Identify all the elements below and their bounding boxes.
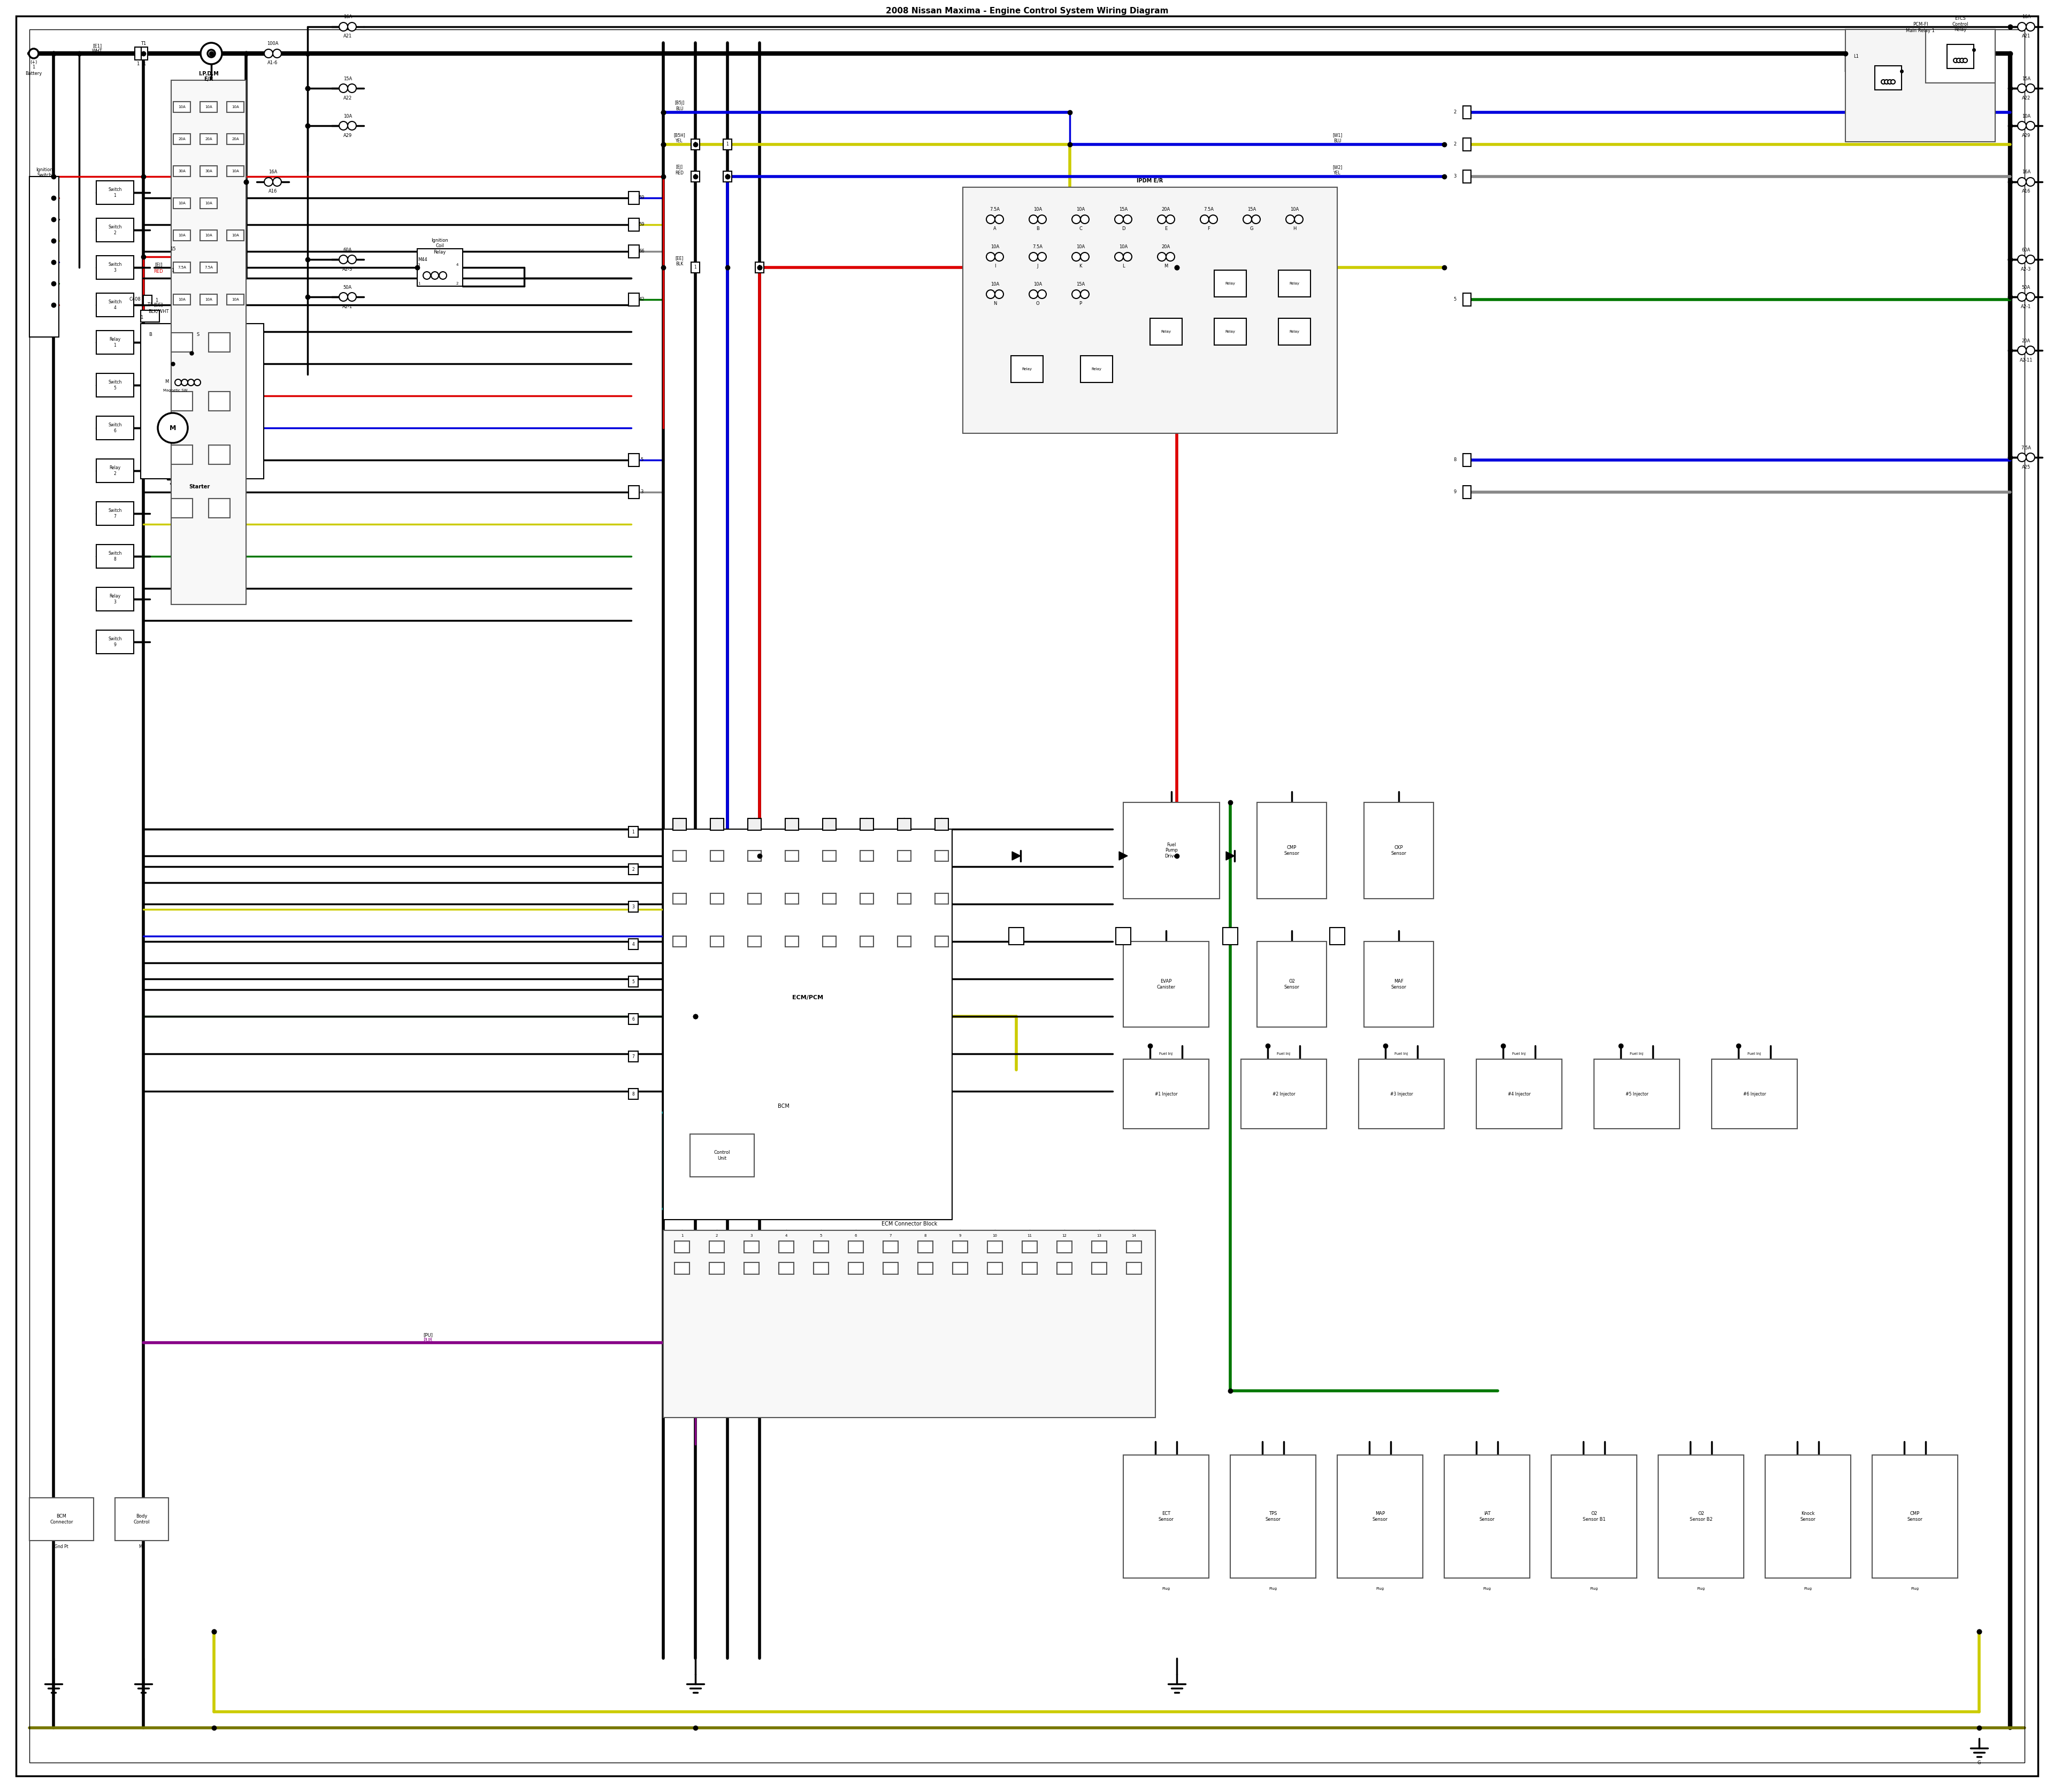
Circle shape bbox=[347, 122, 355, 131]
Circle shape bbox=[1037, 253, 1045, 262]
Bar bbox=[629, 826, 639, 837]
Bar bbox=[173, 167, 191, 177]
Bar bbox=[848, 1262, 863, 1274]
Circle shape bbox=[1029, 253, 1037, 262]
Text: G: G bbox=[1251, 226, 1253, 231]
Bar bbox=[210, 444, 230, 464]
Text: BCM: BCM bbox=[778, 1104, 789, 1109]
Bar bbox=[883, 1242, 898, 1253]
Bar bbox=[173, 197, 191, 208]
Bar bbox=[1844, 29, 1994, 142]
Text: [W1]
BLU: [W1] BLU bbox=[1333, 133, 1341, 143]
Bar bbox=[711, 935, 723, 946]
Text: 4: 4 bbox=[633, 943, 635, 946]
Bar bbox=[97, 631, 134, 654]
Text: CMP
Sensor: CMP Sensor bbox=[1908, 1511, 1923, 1521]
Bar bbox=[663, 1231, 1154, 1417]
Text: 10A: 10A bbox=[1033, 281, 1041, 287]
Bar bbox=[97, 416, 134, 439]
Bar bbox=[629, 901, 639, 912]
Circle shape bbox=[1960, 59, 1964, 63]
Text: A1-6: A1-6 bbox=[267, 61, 277, 66]
Text: 2008 Nissan Maxima - Engine Control System Wiring Diagram: 2008 Nissan Maxima - Engine Control Syst… bbox=[885, 7, 1169, 14]
Text: Relay: Relay bbox=[1224, 281, 1234, 285]
Bar bbox=[785, 894, 799, 903]
Bar bbox=[690, 140, 700, 151]
Bar bbox=[144, 296, 152, 305]
Text: E/R: E/R bbox=[203, 77, 214, 82]
Circle shape bbox=[181, 380, 187, 385]
Bar bbox=[226, 294, 244, 305]
Bar bbox=[861, 894, 873, 903]
Bar bbox=[1023, 1262, 1037, 1274]
Text: A16: A16 bbox=[269, 190, 277, 194]
Circle shape bbox=[1957, 59, 1962, 63]
Text: A2-3: A2-3 bbox=[2021, 267, 2031, 271]
Bar bbox=[1011, 357, 1043, 382]
Text: Plug: Plug bbox=[1803, 1588, 1812, 1590]
Text: G: G bbox=[1978, 1760, 1980, 1765]
Bar bbox=[1364, 941, 1434, 1027]
Circle shape bbox=[1158, 253, 1167, 262]
Text: Relay: Relay bbox=[1224, 330, 1234, 333]
Text: 16A: 16A bbox=[343, 14, 351, 20]
Text: Switch
2: Switch 2 bbox=[109, 224, 121, 235]
Circle shape bbox=[986, 215, 994, 224]
Bar bbox=[210, 392, 230, 410]
Bar bbox=[748, 851, 762, 862]
Bar bbox=[140, 310, 160, 323]
Text: M1: M1 bbox=[140, 1545, 144, 1550]
Text: T4: T4 bbox=[148, 303, 152, 306]
Text: #3 Injector: #3 Injector bbox=[1391, 1091, 1413, 1097]
Text: 7: 7 bbox=[633, 1054, 635, 1059]
Bar bbox=[629, 486, 639, 498]
Circle shape bbox=[2017, 453, 2025, 462]
Circle shape bbox=[1124, 253, 1132, 262]
Text: Coil: Coil bbox=[435, 244, 444, 249]
Text: D: D bbox=[1121, 226, 1126, 231]
Circle shape bbox=[2025, 84, 2036, 93]
Text: A2-1: A2-1 bbox=[343, 305, 353, 308]
Text: A: A bbox=[994, 226, 996, 231]
Circle shape bbox=[1080, 215, 1089, 224]
Text: Knock
Sensor: Knock Sensor bbox=[1799, 1511, 1816, 1521]
Circle shape bbox=[431, 272, 440, 280]
Text: A29: A29 bbox=[2021, 133, 2031, 138]
Text: 3: 3 bbox=[750, 1235, 752, 1236]
Bar bbox=[1150, 319, 1183, 346]
Bar bbox=[861, 935, 873, 946]
Text: 1: 1 bbox=[694, 265, 696, 271]
Text: 4: 4 bbox=[456, 263, 458, 267]
Circle shape bbox=[1294, 215, 1302, 224]
Bar bbox=[140, 324, 263, 478]
Text: 15A: 15A bbox=[1119, 208, 1128, 211]
Bar bbox=[210, 333, 230, 351]
Text: 5: 5 bbox=[1454, 297, 1456, 303]
Bar bbox=[723, 140, 731, 151]
Bar bbox=[142, 47, 148, 59]
Bar bbox=[1080, 357, 1113, 382]
Text: CKP
Sensor: CKP Sensor bbox=[1391, 846, 1407, 857]
Circle shape bbox=[2017, 177, 2025, 186]
Text: Body
Control: Body Control bbox=[134, 1514, 150, 1525]
Bar bbox=[173, 294, 191, 305]
Bar bbox=[1257, 941, 1327, 1027]
Circle shape bbox=[2017, 346, 2025, 355]
Text: 7.5A: 7.5A bbox=[990, 208, 1000, 211]
Bar bbox=[1711, 1059, 1797, 1129]
Text: A25: A25 bbox=[2021, 464, 2031, 470]
Bar bbox=[918, 1262, 933, 1274]
Bar bbox=[199, 197, 218, 208]
Bar bbox=[785, 819, 799, 830]
Circle shape bbox=[201, 43, 222, 65]
Circle shape bbox=[347, 84, 355, 93]
Text: 20A: 20A bbox=[205, 138, 212, 142]
Bar bbox=[226, 167, 244, 177]
Text: 10A: 10A bbox=[179, 202, 185, 204]
Text: 2: 2 bbox=[1454, 109, 1456, 115]
Bar bbox=[898, 819, 910, 830]
Text: Plug: Plug bbox=[1483, 1588, 1491, 1590]
Text: Switch
5: Switch 5 bbox=[109, 380, 121, 391]
Text: 8: 8 bbox=[924, 1235, 926, 1236]
Bar bbox=[744, 1242, 760, 1253]
